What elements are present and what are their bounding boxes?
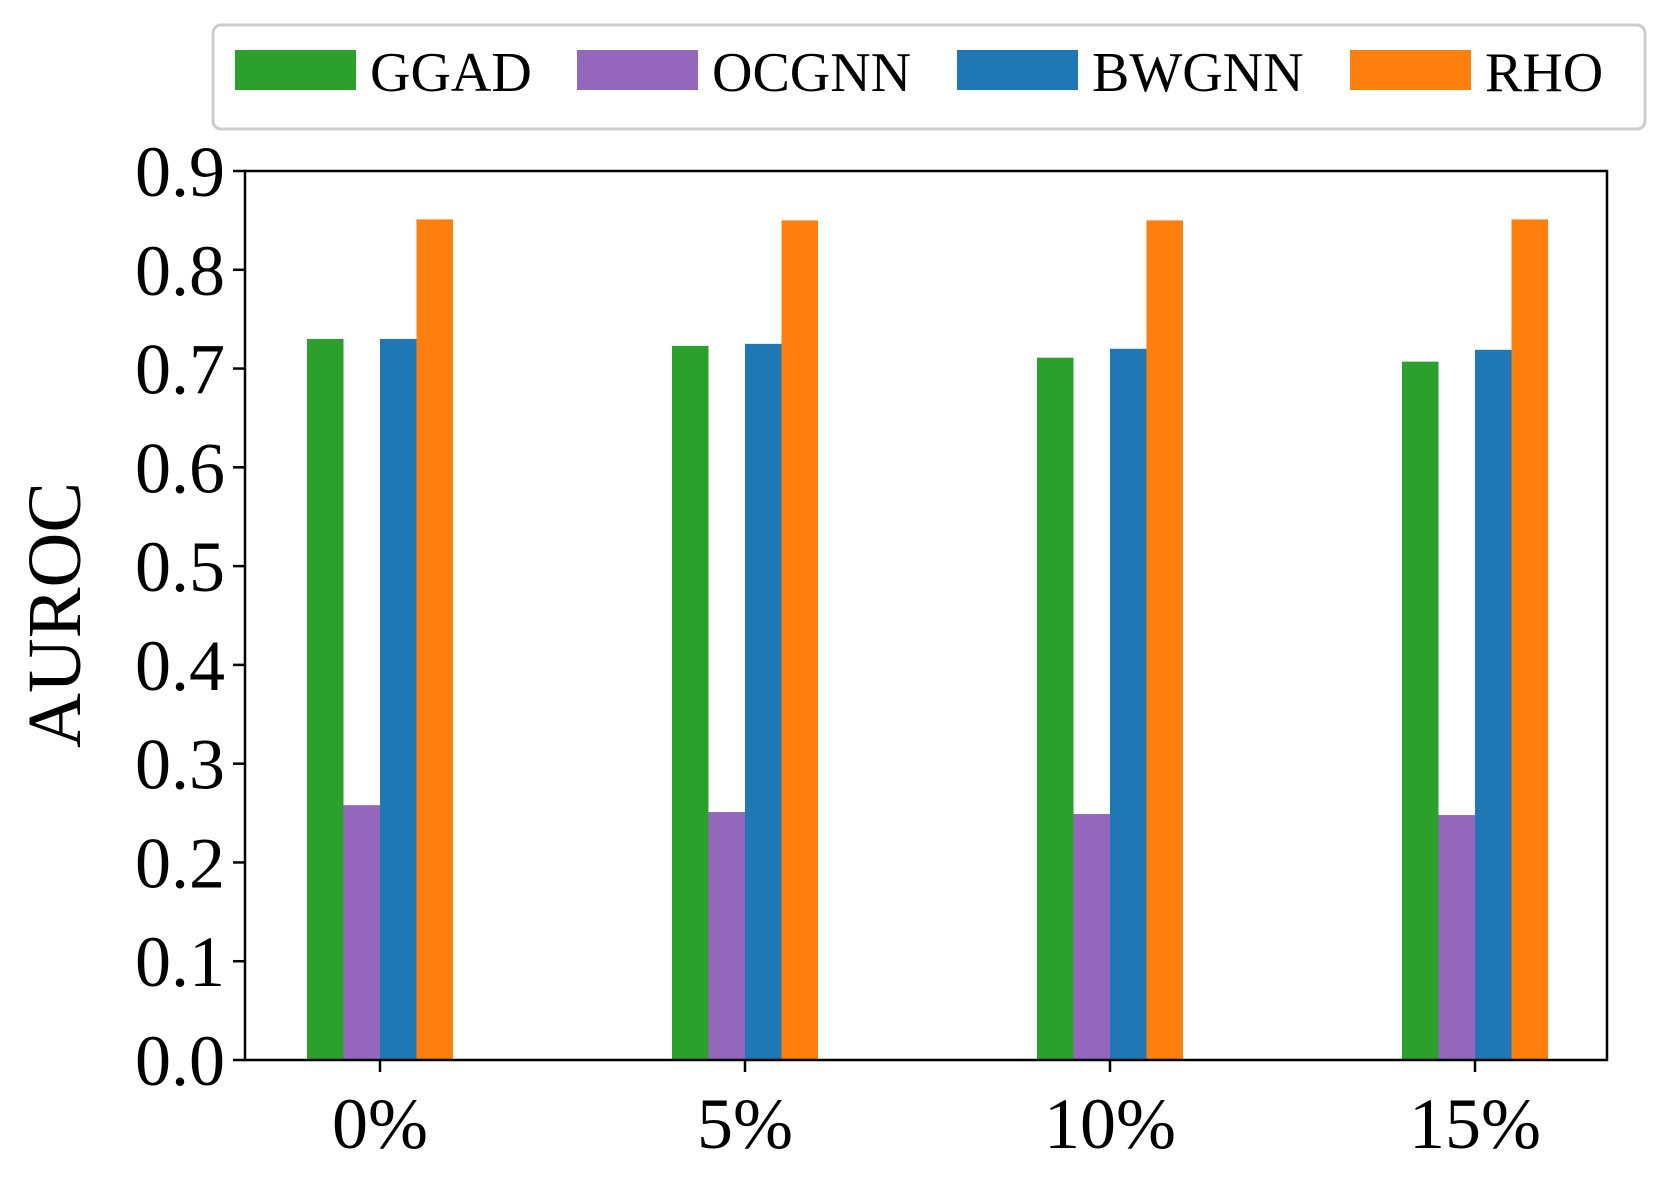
y-tick-label: 0.5 [135,527,225,607]
legend-swatch-ocgnn [577,50,698,90]
y-tick-label: 0.9 [135,132,225,212]
bar-ggad-10pct [1037,357,1074,1060]
bar-rho-15pct [1511,219,1548,1060]
legend-swatch-rho [1350,50,1471,90]
y-tick-label: 0.8 [135,231,225,311]
y-axis-ticks: 0.0 0.1 0.2 0.3 0.4 0.5 0.6 0.7 0.8 0.9 [135,132,245,1101]
bar-ggad-0pct [307,338,344,1060]
bar-bwgnn-15pct [1475,349,1512,1060]
legend-label-ggad: GGAD [370,42,532,104]
bar-rho-5pct [781,220,818,1060]
y-tick-label: 0.1 [135,922,225,1002]
legend-label-rho: RHO [1485,42,1603,104]
legend-swatch-ggad [235,50,356,90]
bar-rho-0pct [416,219,453,1060]
legend-label-ocgnn: OCGNN [712,42,911,104]
y-tick-label: 0.0 [135,1021,225,1101]
y-tick-label: 0.3 [135,725,225,805]
bar-ggad-15pct [1402,361,1439,1060]
x-tick-label: 10% [1044,1084,1176,1164]
y-tick-label: 0.4 [135,626,225,706]
y-tick-label: 0.2 [135,823,225,903]
plot-frame [243,169,1609,1062]
x-tick-label: 0% [332,1084,428,1164]
bar-bwgnn-5pct [745,343,782,1061]
bar-ocgnn-0pct [343,805,380,1060]
y-tick-label: 0.6 [135,428,225,508]
bar-ggad-5pct [672,345,709,1060]
bar-bwgnn-10pct [1110,348,1147,1060]
x-tick-label: 15% [1409,1084,1541,1164]
bar-bwgnn-0pct [380,338,417,1060]
legend-label-bwgnn: BWGNN [1092,42,1304,104]
legend-frame [211,23,1647,131]
bar-ocgnn-15pct [1438,815,1475,1060]
y-tick-label: 0.7 [135,330,225,410]
legend-swatch-bwgnn [957,50,1078,90]
bars-group [307,219,1548,1061]
x-tick-label: 5% [697,1084,793,1164]
x-axis-ticks: 0% 5% 10% 15% [332,1060,1541,1164]
bar-ocgnn-10pct [1073,814,1110,1060]
bar-rho-10pct [1146,220,1183,1060]
chart-legend: GGAD OCGNN BWGNN RHO [211,23,1647,131]
y-axis-title: AUROC [13,482,97,748]
bar-ocgnn-5pct [708,812,745,1060]
